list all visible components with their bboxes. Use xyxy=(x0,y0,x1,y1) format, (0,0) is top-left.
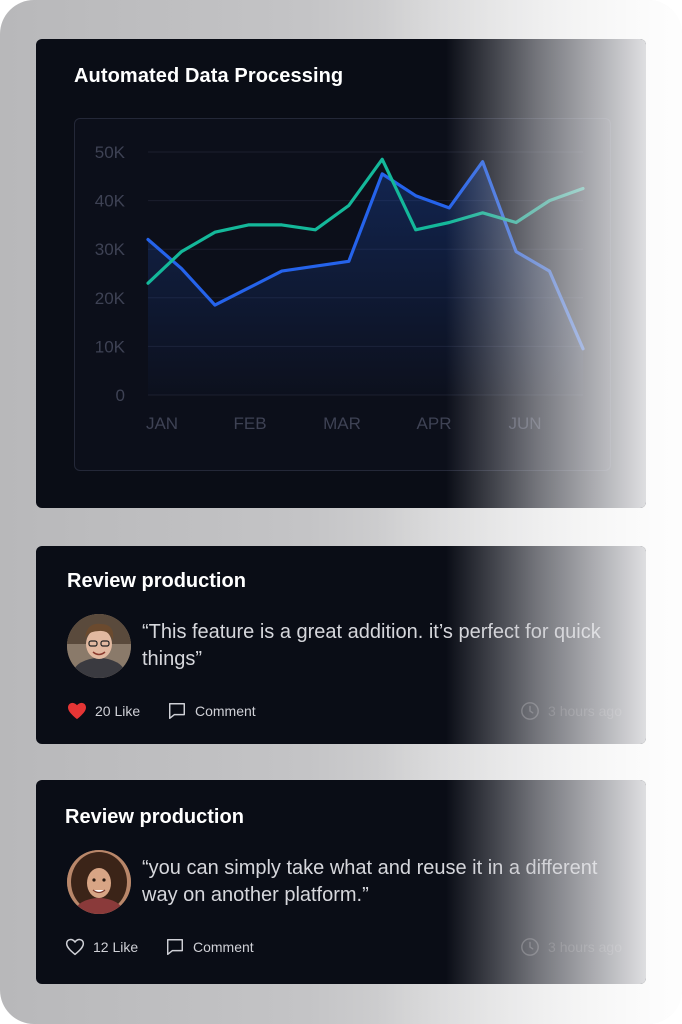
series-area xyxy=(148,161,583,395)
heart-filled-icon xyxy=(67,702,87,720)
review-quote: “you can simply take what and reuse it i… xyxy=(142,857,598,906)
comment-button[interactable]: Comment xyxy=(165,936,254,958)
like-count: 12 Like xyxy=(93,939,139,955)
like-count: 20 Like xyxy=(95,703,141,719)
avatar[interactable] xyxy=(67,614,131,678)
comment-label: Comment xyxy=(195,703,256,719)
review-card: Review production “you can simply take w… xyxy=(36,780,646,984)
avatar[interactable] xyxy=(67,850,131,914)
x-tick-label: MAR xyxy=(323,414,361,433)
comment-button[interactable]: Comment xyxy=(167,700,256,722)
clock-icon xyxy=(520,701,540,721)
review-meta: 12 Like Comment 3 hours ago xyxy=(65,936,622,958)
comment-label: Comment xyxy=(193,939,254,955)
x-tick-label: FEB xyxy=(233,414,266,433)
chart-title: Automated Data Processing xyxy=(74,65,344,87)
review-quote: “This feature is a great addition. it’s … xyxy=(142,621,601,670)
chart-panel: 50K 40K 30K 20K 10K 0 JAN FEB MAR APR JUN xyxy=(74,118,611,471)
y-tick-label: 0 xyxy=(116,386,125,405)
heart-outline-icon xyxy=(65,938,85,956)
review-meta: 20 Like Comment 3 hours ago xyxy=(67,700,622,722)
y-tick-label: 30K xyxy=(95,240,126,259)
review-title: Review production xyxy=(65,806,244,828)
chart-card: Automated Data Processing 50K 40K 30K 20K 10… xyxy=(36,39,646,508)
y-tick-label: 50K xyxy=(95,143,126,162)
timestamp: 3 hours ago xyxy=(520,700,622,722)
line-chart: 50K 40K 30K 20K 10K 0 JAN FEB MAR APR JUN xyxy=(95,143,585,433)
comment-icon xyxy=(165,937,185,957)
clock-icon xyxy=(520,937,540,957)
like-button[interactable]: 12 Like xyxy=(65,936,138,958)
timestamp-text: 3 hours ago xyxy=(548,939,622,955)
x-tick-label: JAN xyxy=(146,414,178,433)
y-tick-label: 20K xyxy=(95,289,126,308)
like-button[interactable]: 20 Like xyxy=(67,700,140,722)
y-tick-label: 40K xyxy=(95,192,126,211)
y-tick-label: 10K xyxy=(95,337,126,356)
comment-icon xyxy=(167,701,187,721)
x-tick-label: JUN xyxy=(508,414,541,433)
timestamp: 3 hours ago xyxy=(520,936,622,958)
timestamp-text: 3 hours ago xyxy=(548,703,622,719)
x-tick-label: APR xyxy=(417,414,452,433)
review-card: Review production “This feature is a gre… xyxy=(36,546,646,744)
review-title: Review production xyxy=(67,570,246,592)
